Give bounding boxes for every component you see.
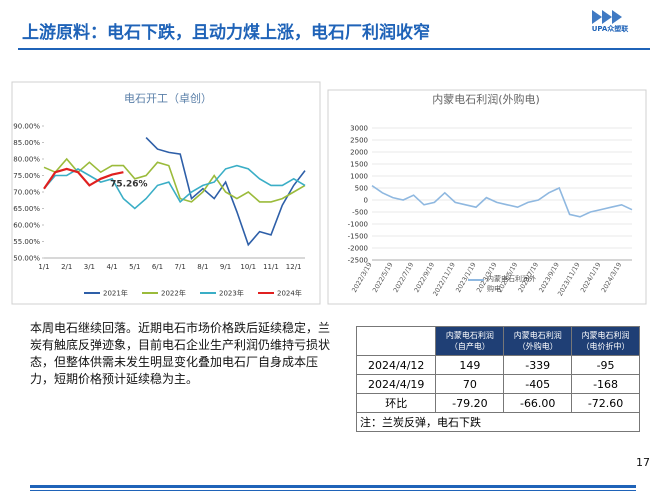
x-tick-label: 6/1 xyxy=(152,263,163,271)
x-tick-label: 9/1 xyxy=(220,263,231,271)
y-tick-label: 0 xyxy=(364,197,368,205)
series-line xyxy=(145,137,306,247)
y-tick-label: -2500 xyxy=(348,257,368,265)
y-tick-label: -2000 xyxy=(348,245,368,253)
paragraph: 本周电石继续回落。近期电石市场价格跌后延续稳定，兰炭有触底反弹迹象，目前电石企业… xyxy=(30,321,331,386)
cell: -168 xyxy=(571,374,640,394)
cell: 149 xyxy=(435,355,505,375)
x-tick-label: 5/1 xyxy=(129,263,140,271)
header-sub: （外购电） xyxy=(517,342,558,351)
header-sub: （自产电） xyxy=(449,342,490,351)
charts: 电石开工（卓创） 50.00% 55.00% 60.00% 65.00% 70.00% 75… xyxy=(11,81,647,305)
header-cell: 内蒙电石利润 （外购电） xyxy=(503,326,573,356)
profit-table: 内蒙电石利润 （自产电） 内蒙电石利润 （外购电） 内蒙电石利润 （电价折中） 202… xyxy=(355,326,640,432)
chart-title: 内蒙电石利润(外购电) xyxy=(432,92,540,106)
series-line xyxy=(43,157,306,203)
table-note: 注：兰炭反弹，电石下跌 xyxy=(356,412,640,432)
legend-label: 2024年 xyxy=(277,289,302,298)
y-tick-label: 1000 xyxy=(350,173,368,181)
header-main: 内蒙电石利润 xyxy=(445,331,494,340)
table-row: 2024/4/12 149 -339 -95 xyxy=(355,355,640,375)
x-tick-label: 10/1 xyxy=(240,263,256,271)
legend-box: 内蒙电石利润外购电 xyxy=(487,275,536,293)
page-number: 17 xyxy=(636,456,650,469)
title-rule xyxy=(18,48,650,50)
cell: -95 xyxy=(571,355,640,375)
y-tick-label: 2500 xyxy=(350,137,368,145)
y-tick-label: 60.00% xyxy=(13,222,40,230)
table-row: 注：兰炭反弹，电石下跌 xyxy=(356,412,640,432)
header-main: 内蒙电石利润 xyxy=(581,331,630,340)
cell: 2024/4/12 xyxy=(355,355,437,375)
y-tick-label: 80.00% xyxy=(13,156,40,164)
cell: 70 xyxy=(435,374,505,394)
header-cell xyxy=(355,326,437,356)
y-tick-label: -500 xyxy=(352,209,368,217)
cell: 2024/4/19 xyxy=(355,374,437,394)
table-row: 环比 -79.20 -66.00 -72.60 xyxy=(355,393,640,413)
header-main: 内蒙电石利润 xyxy=(513,331,562,340)
y-tick-label: 85.00% xyxy=(13,139,40,147)
y-tick-label: 3000 xyxy=(350,125,368,133)
y-tick-label: 65.00% xyxy=(13,205,40,213)
x-tick-label: 1/1 xyxy=(38,263,49,271)
cell: -72.60 xyxy=(571,393,640,413)
y-tick-label: 2000 xyxy=(350,149,368,157)
chart-title: 电石开工（卓创） xyxy=(124,92,212,105)
y-tick-label: 55.00% xyxy=(13,238,40,246)
cell: -339 xyxy=(503,355,573,375)
series-line xyxy=(371,184,633,218)
x-tick-label: 2/1 xyxy=(61,263,72,271)
legend-label: 2022年 xyxy=(161,289,186,298)
y-tick-label: -1500 xyxy=(348,233,368,241)
y-tick-label: 90.00% xyxy=(13,123,40,131)
header-cell: 内蒙电石利润 （电价折中） xyxy=(571,326,640,356)
legend-label: 内蒙电石利润外购电 xyxy=(487,275,536,293)
cell: -79.20 xyxy=(435,393,505,413)
header-sub: （电价折中） xyxy=(581,342,630,351)
slide-title: 上游原料：电石下跌，且动力煤上涨，电石厂利润收窄 xyxy=(22,23,430,43)
table-row: 2024/4/19 70 -405 -168 xyxy=(355,374,640,394)
x-tick-label: 12/1 xyxy=(286,263,302,271)
x-tick-label: 11/1 xyxy=(263,263,279,271)
legend-label: 2021年 xyxy=(103,289,128,298)
cell: -405 xyxy=(503,374,573,394)
legend-label: 2023年 xyxy=(219,289,244,298)
cell: -66.00 xyxy=(503,393,573,413)
y-tick-label: 1500 xyxy=(350,161,368,169)
y-tick-label: 50.00% xyxy=(13,255,40,263)
y-tick-label: 70.00% xyxy=(13,189,40,197)
y-tick-label: 75.00% xyxy=(13,172,40,180)
x-tick-label: 8/1 xyxy=(197,263,208,271)
y-tick-label: -1000 xyxy=(348,221,368,229)
logo-icon xyxy=(592,10,622,24)
x-tick-label: 7/1 xyxy=(175,263,186,271)
series-line xyxy=(43,167,124,190)
footer-bar xyxy=(30,485,636,488)
x-tick-label: 3/1 xyxy=(84,263,95,271)
logo: UPA众塑联 xyxy=(591,25,629,33)
header-cell: 内蒙电石利润 （自产电） xyxy=(435,326,505,356)
x-tick-label: 4/1 xyxy=(106,263,117,271)
annotation: 75.26% xyxy=(110,180,148,190)
chart-frame xyxy=(11,81,321,305)
table-header: 内蒙电石利润 （自产电） 内蒙电石利润 （外购电） 内蒙电石利润 （电价折中） xyxy=(355,326,640,356)
footer-bar xyxy=(30,490,636,491)
y-tick-label: 500 xyxy=(355,185,368,193)
cell: 环比 xyxy=(355,393,437,413)
series-line xyxy=(43,164,306,210)
